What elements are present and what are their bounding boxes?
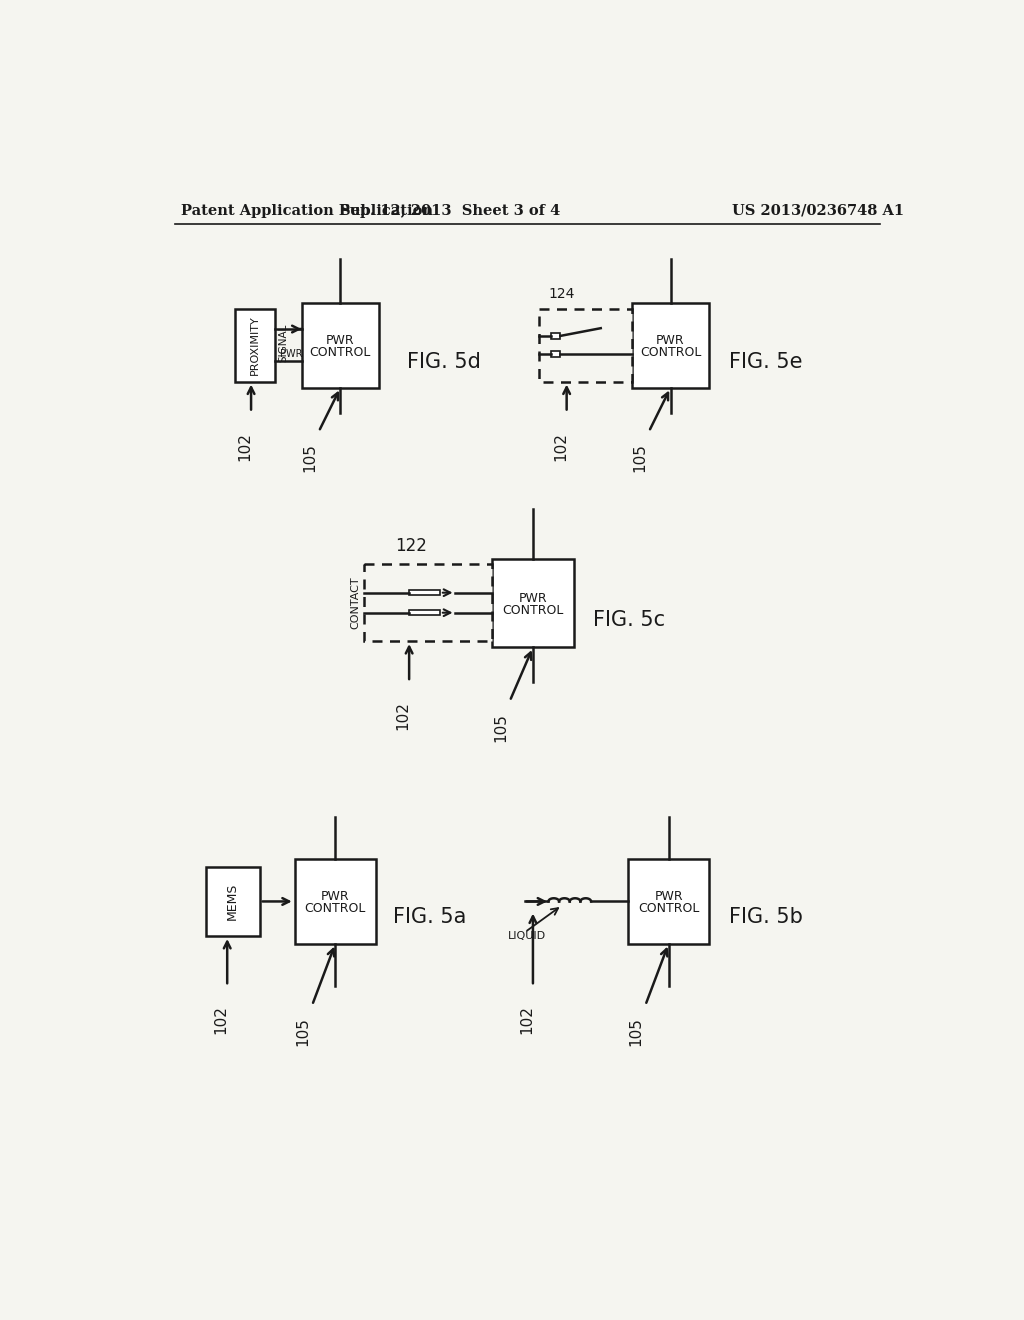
Bar: [409, 610, 440, 615]
Text: Patent Application Publication: Patent Application Publication: [180, 203, 433, 218]
Bar: [493, 558, 573, 647]
Text: LIQUID: LIQUID: [508, 931, 546, 941]
Text: CONTROL: CONTROL: [304, 902, 366, 915]
Text: 102: 102: [553, 432, 568, 461]
Text: 105: 105: [295, 1016, 310, 1045]
Text: CONTROL: CONTROL: [502, 603, 563, 616]
Bar: [551, 333, 560, 339]
Text: CONTACT: CONTACT: [350, 577, 360, 630]
Text: PWR: PWR: [280, 348, 302, 359]
Text: Sep. 12, 2013  Sheet 3 of 4: Sep. 12, 2013 Sheet 3 of 4: [340, 203, 560, 218]
Text: 105: 105: [629, 1016, 643, 1045]
Text: FIG. 5b: FIG. 5b: [729, 907, 803, 927]
Bar: [539, 309, 632, 381]
Bar: [551, 351, 560, 358]
Text: PWR: PWR: [656, 334, 685, 347]
Text: CONTROL: CONTROL: [638, 902, 699, 915]
Text: 105: 105: [302, 444, 316, 473]
Text: FIG. 5a: FIG. 5a: [393, 907, 466, 927]
Text: 122: 122: [395, 537, 427, 554]
Bar: [295, 859, 376, 944]
Text: CONTROL: CONTROL: [309, 346, 371, 359]
Text: PWR: PWR: [321, 890, 349, 903]
Bar: [628, 859, 710, 944]
Text: 102: 102: [395, 701, 411, 730]
Text: PWR: PWR: [326, 334, 354, 347]
Text: PWR: PWR: [518, 591, 547, 605]
Text: 105: 105: [632, 444, 647, 473]
Text: FIG. 5d: FIG. 5d: [407, 352, 481, 372]
Bar: [234, 309, 275, 381]
Bar: [206, 867, 260, 936]
Text: 102: 102: [519, 1006, 535, 1035]
Text: PWR: PWR: [654, 890, 683, 903]
Text: US 2013/0236748 A1: US 2013/0236748 A1: [732, 203, 904, 218]
Bar: [365, 564, 493, 642]
Text: 102: 102: [238, 432, 252, 461]
Bar: [302, 304, 379, 388]
Bar: [632, 304, 710, 388]
Bar: [409, 590, 440, 595]
Text: FIG. 5c: FIG. 5c: [593, 610, 666, 631]
Text: SIGNAL: SIGNAL: [278, 323, 288, 362]
Text: PROXIMITY: PROXIMITY: [250, 315, 260, 375]
Text: CONTROL: CONTROL: [640, 346, 701, 359]
Text: 105: 105: [493, 713, 508, 742]
Text: FIG. 5e: FIG. 5e: [729, 352, 802, 372]
Text: 102: 102: [213, 1006, 228, 1035]
Text: MEMS: MEMS: [226, 883, 240, 920]
Text: 124: 124: [548, 286, 574, 301]
